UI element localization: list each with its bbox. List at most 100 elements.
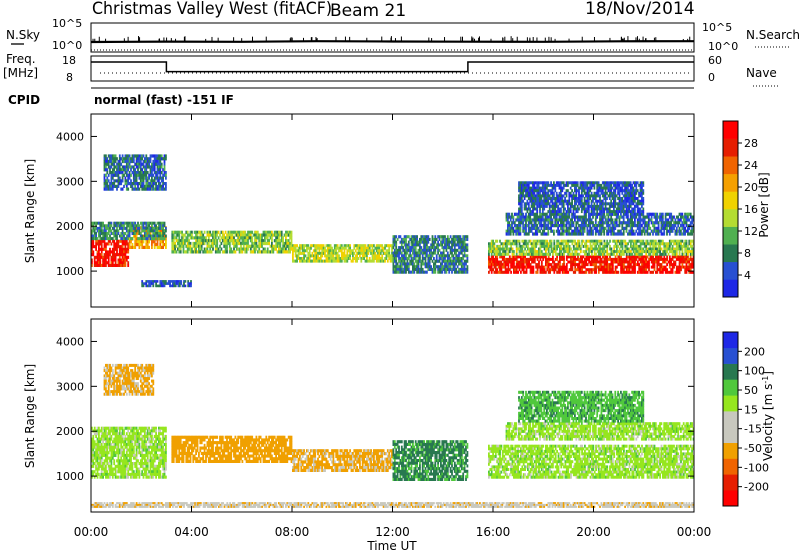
echo-cell — [645, 247, 648, 251]
echo-cell — [458, 235, 460, 239]
echo-cell — [100, 237, 103, 241]
echo-cell — [574, 255, 577, 259]
echo-cell — [433, 246, 435, 250]
echo-cell — [103, 157, 106, 161]
echo-cell — [539, 247, 542, 251]
echo-cell — [462, 254, 465, 258]
echo-cell — [240, 244, 242, 248]
echo-cell — [547, 268, 550, 272]
echo-cell — [456, 248, 459, 252]
echo-cell — [664, 212, 667, 216]
echo-cell — [636, 232, 639, 236]
echo-cell — [639, 215, 642, 219]
echo-cell — [673, 239, 675, 243]
echo-cell — [240, 247, 242, 251]
echo-cell — [102, 221, 104, 225]
echo-cell — [636, 263, 639, 267]
echo-cell — [488, 250, 490, 254]
echo-cell — [117, 245, 120, 249]
echo-cell — [172, 244, 175, 248]
echo-cell — [604, 221, 607, 225]
echo-cell — [417, 262, 420, 266]
echo-cell — [549, 257, 551, 261]
echo-cell — [636, 260, 639, 264]
echo-cell — [636, 224, 639, 228]
echo-cell — [555, 224, 558, 228]
echo-cell — [146, 245, 149, 249]
echo-cell — [141, 173, 144, 177]
echo-cell — [413, 265, 416, 269]
echo-cell — [547, 260, 550, 264]
echo-cell — [128, 234, 131, 238]
echo-cell — [103, 229, 106, 233]
echo-cell — [403, 257, 406, 261]
echo-cell — [628, 260, 631, 264]
echo-cell — [117, 258, 120, 262]
echo-cell — [276, 233, 279, 237]
echo-cell — [508, 257, 511, 261]
echo-cell — [179, 247, 182, 251]
echo-cell — [623, 270, 625, 274]
echo-cell — [159, 226, 162, 230]
echo-cell — [238, 233, 241, 237]
echo-cell — [134, 168, 137, 172]
echo-cell — [611, 268, 614, 272]
echo-cell — [163, 234, 166, 238]
echo-cell — [466, 243, 469, 247]
echo-cell — [465, 262, 467, 266]
echo-cell — [606, 221, 608, 225]
echo-cell — [212, 244, 214, 248]
echo-cell — [465, 270, 467, 274]
echo-cell — [117, 253, 120, 257]
echo-cell — [367, 244, 370, 248]
echo-cell — [349, 246, 351, 250]
echo-cell — [588, 255, 590, 259]
echo-cell — [379, 251, 382, 255]
echo-cell — [446, 267, 449, 271]
echo-cell — [134, 234, 137, 238]
echo-cell — [488, 270, 490, 274]
echo-cell — [93, 263, 96, 267]
echo-cell — [325, 257, 328, 260]
echo-cell — [403, 267, 406, 271]
echo-cell — [587, 212, 590, 216]
echo-cell — [152, 234, 155, 238]
echo-cell — [233, 241, 235, 246]
echo-cell — [209, 230, 212, 234]
echo-cell — [616, 244, 618, 248]
echo-cell — [431, 235, 434, 239]
echo-cell — [99, 234, 102, 238]
echo-cell — [304, 254, 307, 258]
echo-cell — [158, 229, 160, 233]
echo-cell — [561, 257, 564, 261]
echo-cell — [567, 250, 570, 254]
echo-cell — [558, 212, 561, 216]
echo-cell — [103, 165, 106, 169]
echo-cell — [391, 257, 393, 260]
echo-cell — [567, 242, 570, 246]
echo-cell — [151, 237, 153, 241]
echo-cell — [524, 247, 526, 251]
echo-cell — [153, 157, 156, 161]
echo-cell — [135, 154, 138, 158]
echo-cell — [137, 182, 139, 186]
echo-cell — [504, 252, 507, 256]
echo-cell — [687, 260, 689, 264]
echo-cell — [109, 165, 111, 169]
echo-cell — [532, 226, 534, 230]
echo-cell — [361, 244, 364, 248]
echo-cell — [560, 232, 562, 236]
echo-cell — [216, 239, 219, 243]
echo-cell — [120, 247, 123, 251]
echo-cell — [138, 245, 141, 249]
echo-cell — [237, 230, 240, 234]
echo-cell — [553, 239, 556, 243]
echo-cell — [95, 263, 97, 267]
echo-cell — [585, 242, 588, 246]
echo-cell — [674, 270, 677, 274]
echo-cell — [586, 232, 589, 236]
echo-cell — [151, 171, 153, 175]
echo-cell — [199, 233, 202, 237]
echo-cell — [635, 247, 638, 251]
echo-cell — [559, 257, 561, 261]
